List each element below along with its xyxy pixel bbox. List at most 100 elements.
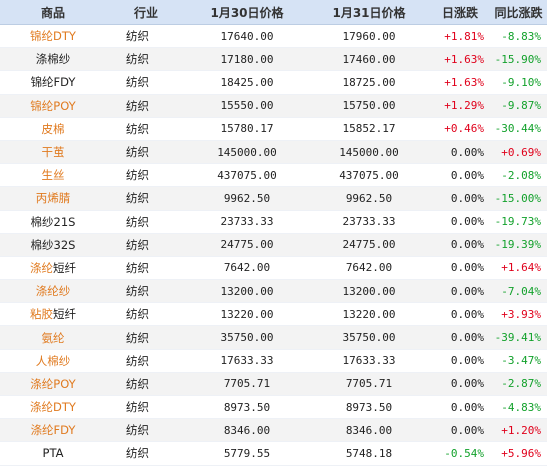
day-change-cell: +1.29% bbox=[430, 94, 490, 118]
industry-cell: 纺织 bbox=[106, 24, 186, 49]
header-industry: 行业 bbox=[106, 0, 186, 25]
price-jan31-cell: 17633.33 bbox=[308, 349, 430, 373]
price-jan31-cell: 23733.33 bbox=[308, 210, 430, 234]
price-jan31-cell: 35750.00 bbox=[308, 325, 430, 350]
price-jan30-cell: 7705.71 bbox=[186, 372, 308, 397]
industry-cell: 纺织 bbox=[106, 418, 186, 443]
header-commodity: 商品 bbox=[0, 0, 106, 25]
yoy-change-cell: -8.83% bbox=[490, 24, 547, 49]
industry-cell: 纺织 bbox=[106, 94, 186, 118]
commodity-text: 短纤 bbox=[53, 307, 76, 322]
day-change-cell: 0.00% bbox=[430, 210, 490, 234]
commodity-link[interactable]: 涤纶POY bbox=[30, 376, 76, 391]
commodity-link[interactable]: 锦纶POY bbox=[30, 98, 76, 113]
commodity-cell: 人棉纱 bbox=[0, 349, 106, 373]
price-jan30-cell: 15780.17 bbox=[186, 117, 308, 141]
yoy-change-cell: +1.20% bbox=[490, 418, 547, 443]
day-change-cell: 0.00% bbox=[430, 395, 490, 420]
price-jan30-cell: 35750.00 bbox=[186, 325, 308, 350]
industry-cell: 纺织 bbox=[106, 140, 186, 165]
table-row: 涤纶短纤 纺织 7642.00 7642.00 0.00% +1.64% bbox=[0, 256, 547, 281]
commodity-text: 涤棉纱 bbox=[35, 52, 71, 67]
price-jan31-cell: 8973.50 bbox=[308, 395, 430, 420]
commodity-link[interactable]: 涤纶纱 bbox=[35, 284, 71, 299]
table-row: 人棉纱 纺织 17633.33 17633.33 0.00% -3.47% bbox=[0, 349, 547, 373]
price-jan31-cell: 5748.18 bbox=[308, 441, 430, 466]
commodity-link[interactable]: 丙烯腈 bbox=[35, 191, 71, 206]
table-row: 涤棉纱 纺织 17180.00 17460.00 +1.63% -15.90% bbox=[0, 47, 547, 72]
commodity-cell: 氨纶 bbox=[0, 325, 106, 350]
industry-cell: 纺织 bbox=[106, 279, 186, 304]
yoy-change-cell: -30.44% bbox=[490, 117, 547, 141]
yoy-change-cell: -4.83% bbox=[490, 395, 547, 420]
price-jan30-cell: 23733.33 bbox=[186, 210, 308, 234]
industry-cell: 纺织 bbox=[106, 210, 186, 234]
table-row: 涤纶DTY 纺织 8973.50 8973.50 0.00% -4.83% bbox=[0, 395, 547, 420]
table-row: 干茧 纺织 145000.00 145000.00 0.00% +0.69% bbox=[0, 140, 547, 165]
price-jan30-cell: 18425.00 bbox=[186, 70, 308, 95]
yoy-change-cell: +0.69% bbox=[490, 140, 547, 165]
price-jan30-cell: 5779.55 bbox=[186, 441, 308, 466]
table-row: 皮棉 纺织 15780.17 15852.17 +0.46% -30.44% bbox=[0, 117, 547, 141]
commodity-cell: 棉纱21S bbox=[0, 210, 106, 234]
price-jan31-cell: 8346.00 bbox=[308, 418, 430, 443]
price-jan30-cell: 7642.00 bbox=[186, 256, 308, 281]
day-change-cell: 0.00% bbox=[430, 163, 490, 188]
yoy-change-cell: -15.00% bbox=[490, 186, 547, 211]
header-yoy-change: 同比涨跌 bbox=[490, 0, 547, 25]
commodity-cell: PTA bbox=[0, 441, 106, 466]
day-change-cell: 0.00% bbox=[430, 186, 490, 211]
commodity-text: 棉纱32S bbox=[30, 237, 76, 252]
commodity-link[interactable]: 皮棉 bbox=[41, 121, 65, 136]
yoy-change-cell: -19.39% bbox=[490, 233, 547, 257]
commodity-link[interactable]: 涤纶 bbox=[30, 260, 53, 275]
header-row: 商品 行业 1月30日价格 1月31日价格 日涨跌 同比涨跌 bbox=[0, 0, 547, 25]
commodity-cell: 粘胶短纤 bbox=[0, 302, 106, 327]
yoy-change-cell: -9.10% bbox=[490, 70, 547, 95]
industry-cell: 纺织 bbox=[106, 395, 186, 420]
commodity-link[interactable]: 粘胶 bbox=[30, 307, 53, 322]
commodity-link[interactable]: 涤纶FDY bbox=[30, 423, 76, 438]
commodity-link[interactable]: 锦纶DTY bbox=[30, 29, 76, 44]
commodity-cell: 生丝 bbox=[0, 163, 106, 188]
commodity-cell: 棉纱32S bbox=[0, 233, 106, 257]
commodity-cell: 涤棉纱 bbox=[0, 47, 106, 72]
table-row: 氨纶 纺织 35750.00 35750.00 0.00% -39.41% bbox=[0, 325, 547, 350]
price-jan30-cell: 8973.50 bbox=[186, 395, 308, 420]
price-jan30-cell: 17180.00 bbox=[186, 47, 308, 72]
table-row: 锦纶DTY 纺织 17640.00 17960.00 +1.81% -8.83% bbox=[0, 24, 547, 49]
industry-cell: 纺织 bbox=[106, 441, 186, 466]
day-change-cell: +1.81% bbox=[430, 24, 490, 49]
table-row: 涤纶POY 纺织 7705.71 7705.71 0.00% -2.87% bbox=[0, 372, 547, 397]
commodity-text: 短纤 bbox=[53, 260, 76, 275]
industry-cell: 纺织 bbox=[106, 372, 186, 397]
commodity-text: 锦纶FDY bbox=[30, 75, 76, 90]
yoy-change-cell: -7.04% bbox=[490, 279, 547, 304]
price-jan31-cell: 24775.00 bbox=[308, 233, 430, 257]
commodity-cell: 丙烯腈 bbox=[0, 186, 106, 211]
price-jan30-cell: 13200.00 bbox=[186, 279, 308, 304]
commodity-link[interactable]: 生丝 bbox=[41, 168, 65, 183]
industry-cell: 纺织 bbox=[106, 349, 186, 373]
commodity-link[interactable]: 干茧 bbox=[41, 145, 65, 160]
yoy-change-cell: +3.93% bbox=[490, 302, 547, 327]
header-day-change: 日涨跌 bbox=[430, 0, 490, 25]
price-jan30-cell: 437075.00 bbox=[186, 163, 308, 188]
yoy-change-cell: -15.90% bbox=[490, 47, 547, 72]
price-jan31-cell: 145000.00 bbox=[308, 140, 430, 165]
industry-cell: 纺织 bbox=[106, 163, 186, 188]
price-jan30-cell: 24775.00 bbox=[186, 233, 308, 257]
price-jan30-cell: 17640.00 bbox=[186, 24, 308, 49]
day-change-cell: 0.00% bbox=[430, 302, 490, 327]
table-row: 生丝 纺织 437075.00 437075.00 0.00% -2.08% bbox=[0, 163, 547, 188]
commodity-cell: 干茧 bbox=[0, 140, 106, 165]
yoy-change-cell: +5.96% bbox=[490, 441, 547, 466]
commodity-link[interactable]: 涤纶DTY bbox=[30, 400, 76, 415]
commodity-text: 棉纱21S bbox=[30, 214, 76, 229]
industry-cell: 纺织 bbox=[106, 302, 186, 327]
commodity-link[interactable]: 氨纶 bbox=[41, 330, 65, 345]
commodity-link[interactable]: 人棉纱 bbox=[35, 353, 71, 368]
price-jan31-cell: 18725.00 bbox=[308, 70, 430, 95]
day-change-cell: 0.00% bbox=[430, 256, 490, 281]
